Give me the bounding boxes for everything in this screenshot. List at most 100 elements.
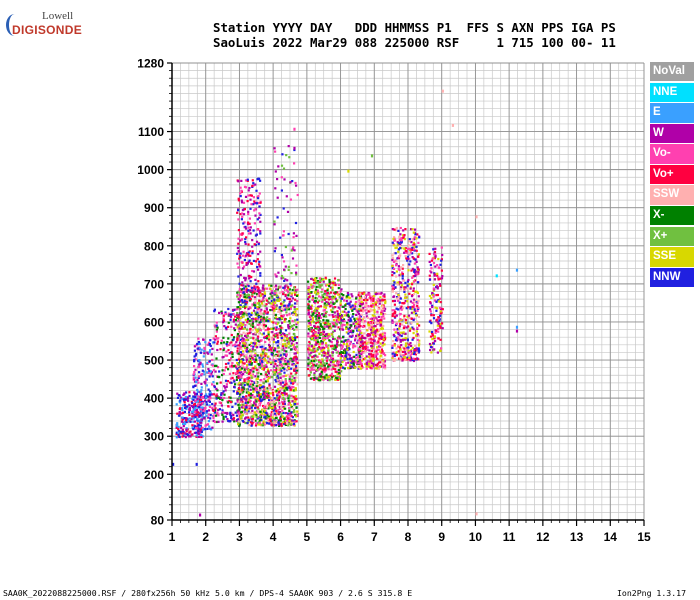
data-point [262, 368, 265, 371]
data-point [371, 308, 374, 312]
data-point [253, 339, 256, 343]
data-point [352, 360, 356, 363]
data-point [245, 358, 248, 361]
data-point [397, 308, 400, 311]
data-point [393, 309, 396, 312]
data-point [253, 243, 256, 246]
data-point [262, 388, 265, 391]
data-point [379, 296, 382, 299]
data-point [230, 401, 233, 404]
data-point [267, 355, 270, 358]
data-point [323, 339, 326, 342]
data-point [256, 258, 259, 261]
data-point [296, 349, 299, 352]
data-point [327, 354, 330, 357]
data-point [248, 275, 251, 278]
data-point [204, 379, 207, 382]
data-point [416, 320, 419, 323]
data-point [278, 306, 281, 309]
data-point [380, 319, 383, 322]
data-point [376, 346, 379, 349]
data-point [349, 300, 352, 303]
data-point [215, 324, 218, 327]
data-point [257, 384, 260, 387]
data-point [391, 258, 394, 262]
data-point [282, 366, 285, 369]
data-point [328, 292, 331, 295]
data-point [367, 305, 370, 308]
data-point [398, 345, 401, 348]
data-point [293, 291, 296, 294]
data-point [260, 412, 263, 415]
data-point [236, 326, 239, 329]
data-point [282, 403, 285, 406]
data-point [417, 295, 420, 298]
data-point [311, 313, 314, 316]
data-point [239, 398, 243, 401]
data-point [294, 414, 297, 417]
data-point [287, 412, 290, 415]
data-point [287, 399, 290, 402]
data-point [197, 424, 200, 427]
data-point [375, 317, 378, 320]
data-point [295, 365, 298, 368]
data-point [284, 378, 287, 381]
data-point [405, 321, 408, 324]
data-point [287, 265, 290, 268]
data-point [214, 326, 218, 329]
data-point [237, 375, 240, 378]
data-point [316, 334, 319, 337]
data-point [193, 370, 196, 374]
data-point [263, 336, 266, 339]
data-point [345, 345, 348, 348]
data-point [319, 341, 322, 344]
data-point [393, 328, 396, 331]
data-point [407, 269, 410, 272]
data-point [237, 335, 240, 338]
data-point [261, 423, 264, 426]
data-point [217, 396, 220, 400]
data-point [291, 257, 295, 260]
data-point [378, 361, 381, 364]
data-point [258, 343, 261, 346]
data-point [393, 353, 397, 356]
data-point [193, 380, 197, 383]
data-point [323, 308, 327, 311]
data-point [336, 378, 339, 381]
data-point [347, 310, 350, 313]
data-point [209, 374, 212, 377]
data-point [247, 284, 250, 288]
data-point [393, 343, 396, 346]
data-point [413, 249, 416, 252]
data-point [284, 308, 287, 311]
data-point [331, 288, 334, 291]
data-point [290, 272, 293, 275]
data-point [259, 250, 262, 253]
data-point [326, 296, 329, 299]
data-point [296, 383, 299, 386]
data-point [255, 320, 258, 323]
data-point [293, 328, 296, 331]
data-point [295, 348, 298, 351]
data-point [240, 201, 244, 204]
data-point [237, 199, 240, 202]
data-point [318, 277, 321, 280]
data-point [377, 319, 380, 322]
data-point [357, 293, 360, 297]
data-point [410, 295, 414, 298]
data-point [240, 218, 243, 221]
data-point [348, 357, 352, 360]
data-point [263, 378, 266, 381]
data-point [333, 295, 336, 298]
data-point [244, 186, 248, 189]
data-point [199, 408, 202, 411]
data-point [313, 373, 316, 376]
data-point [395, 264, 398, 267]
data-point [240, 179, 243, 182]
data-point [238, 400, 241, 403]
data-point [251, 239, 254, 242]
data-point [285, 335, 288, 338]
data-point [411, 243, 415, 246]
data-point [340, 288, 343, 291]
data-point [285, 154, 288, 157]
